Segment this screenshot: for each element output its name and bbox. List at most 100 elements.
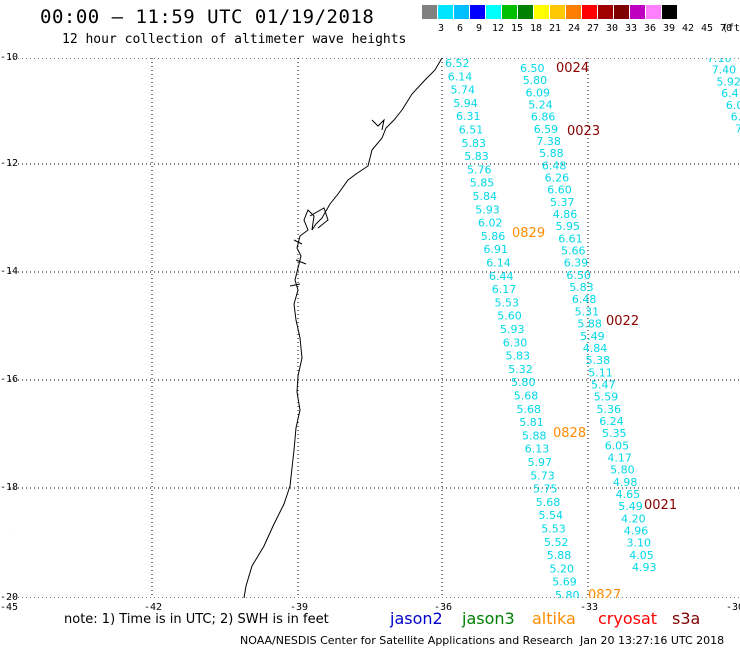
- wave-height-value: 4.20: [621, 512, 646, 525]
- pass-track-3: 7.107.405.926.416.06.7.6: [707, 58, 740, 135]
- credit-line: NOAA/NESDIS Center for Satellite Applica…: [240, 634, 574, 647]
- satellite-altika-label: altika: [532, 609, 576, 628]
- legend-label: 70: [719, 23, 733, 34]
- wave-height-value: 6.59: [534, 123, 559, 136]
- pass-time-label: 0023: [567, 124, 600, 139]
- map-title: 00:00 – 11:59 UTC 01/19/2018: [40, 6, 375, 28]
- wave-height-value: 6.13: [525, 443, 550, 456]
- wave-height-value: 5.80: [610, 464, 635, 477]
- wave-height-value: 6.0: [726, 99, 740, 112]
- wave-height-value: 6.51: [459, 124, 484, 137]
- wave-height-value: 5.32: [508, 363, 533, 376]
- satellite-jason2-label: jason2: [390, 609, 443, 628]
- legend-label: 45: [700, 23, 714, 34]
- wave-height-value: 6.24: [599, 415, 624, 428]
- pass-time-label: 0024: [556, 61, 589, 76]
- legend-swatch: [502, 5, 518, 19]
- legend-label: 21: [548, 23, 562, 34]
- legend-label: 39: [662, 23, 676, 34]
- wave-height-value: 5.24: [528, 99, 553, 112]
- wave-height-value: 5.47: [591, 378, 616, 391]
- y-tick-label: -20: [0, 592, 19, 603]
- wave-height-value: 6.09: [526, 86, 551, 99]
- wave-height-value: 6.91: [484, 243, 509, 256]
- wave-height-value: 6.: [731, 111, 740, 124]
- wave-height-value: 6.30: [503, 336, 528, 349]
- legend-swatch: [486, 5, 502, 19]
- wave-height-value: 5.93: [475, 203, 500, 216]
- x-tick-label: -42: [144, 602, 163, 613]
- wave-height-value: 5.49: [580, 330, 605, 343]
- legend-swatch: [438, 5, 454, 19]
- wave-height-value: 5.38: [586, 354, 611, 367]
- legend-label: 42: [681, 23, 695, 34]
- legend-label: 27: [586, 23, 600, 34]
- wave-height-value: 4.96: [624, 525, 649, 538]
- wave-height-value: 5.85: [470, 177, 495, 190]
- wave-height-value: 5.80: [511, 376, 536, 389]
- wave-height-value: 5.11: [588, 366, 613, 379]
- y-tick-label: -14: [0, 266, 19, 277]
- wave-height-value: 5.54: [539, 509, 564, 522]
- wave-height-value: 6.14: [448, 70, 473, 83]
- wave-height-value: 6.50: [520, 62, 545, 75]
- wave-height-value: 5.68: [514, 390, 539, 403]
- wave-height-value: 5.36: [597, 403, 622, 416]
- legend-swatches: [422, 5, 678, 19]
- wave-height-value: 6.26: [545, 172, 570, 185]
- wave-height-value: 5.73: [530, 469, 555, 482]
- wave-height-value: 5.81: [519, 416, 544, 429]
- legend-swatch: [566, 5, 582, 19]
- wave-height-value: 5.92: [716, 75, 740, 88]
- pass-track-1: 6.526.145.745.946.316.515.835.835.765.85…: [445, 58, 580, 598]
- wave-height-value: 5.35: [602, 427, 627, 440]
- x-tick-label: -39: [290, 602, 309, 613]
- wave-height-value: 5.86: [481, 230, 506, 243]
- wave-height-value: 7.10: [707, 58, 732, 65]
- wave-height-value: 6.41: [721, 87, 740, 100]
- wave-height-value: 5.53: [541, 523, 566, 536]
- wave-height-value: 5.95: [556, 220, 581, 233]
- wave-height-value: 6.14: [486, 257, 511, 270]
- legend-label: 9: [475, 23, 483, 34]
- time-labels: 0024 0023 0829 0022 0828 0021 0827: [512, 61, 677, 598]
- wave-height-value: 5.88: [539, 147, 564, 160]
- wave-height-value: 6.02: [478, 217, 503, 230]
- pass-time-label: 0021: [644, 498, 677, 513]
- wave-height-value: 5.20: [550, 562, 575, 575]
- legend-labels: 3 6 9 12 15 18 21 24 27 30 33 36 39 42 45 70: [422, 23, 732, 35]
- wave-height-value: 5.83: [462, 137, 487, 150]
- legend-label: 30: [605, 23, 619, 34]
- legend-swatch: [422, 5, 438, 19]
- wave-height-value: 6.44: [489, 270, 514, 283]
- graticule: [10, 58, 740, 598]
- y-tick-label: -18: [0, 482, 19, 493]
- wave-height-value: 5.59: [594, 391, 619, 404]
- legend-label: 33: [624, 23, 638, 34]
- pass-track-2: 6.505.806.095.246.866.597.385.886.486.26…: [520, 62, 657, 574]
- wave-height-value: 5.68: [517, 403, 542, 416]
- wave-height-value: 7.38: [536, 135, 561, 148]
- axis-corner-label: -45: [0, 602, 19, 613]
- wave-height-value: 5.76: [467, 163, 492, 176]
- legend-swatch: [454, 5, 470, 19]
- wave-height-value: 6.52: [445, 58, 470, 70]
- wave-height-value: 6.05: [605, 439, 630, 452]
- legend-swatch: [614, 5, 630, 19]
- satellite-jason3-label: jason3: [462, 609, 515, 628]
- legend-unit: (ft): [722, 23, 740, 34]
- wave-height-value: 5.88: [522, 429, 547, 442]
- legend-swatch: [630, 5, 646, 19]
- wave-height-value: 5.80: [555, 589, 580, 598]
- legend-swatch: [550, 5, 566, 19]
- wave-height-map: * 6.526.145.745.946.316.515.835.835.765.…: [10, 58, 740, 598]
- wave-height-value: 5.97: [528, 456, 553, 469]
- y-tick-label: -10: [0, 52, 19, 63]
- legend-swatch: [662, 5, 678, 19]
- wave-height-value: 5.37: [550, 196, 575, 209]
- wave-height-value: 5.83: [506, 350, 531, 363]
- wave-height-value: 6.48: [542, 159, 567, 172]
- pass-time-label: 0827: [588, 588, 621, 598]
- wave-height-value: 4.98: [613, 476, 638, 489]
- pass-time-label: 0828: [553, 426, 586, 441]
